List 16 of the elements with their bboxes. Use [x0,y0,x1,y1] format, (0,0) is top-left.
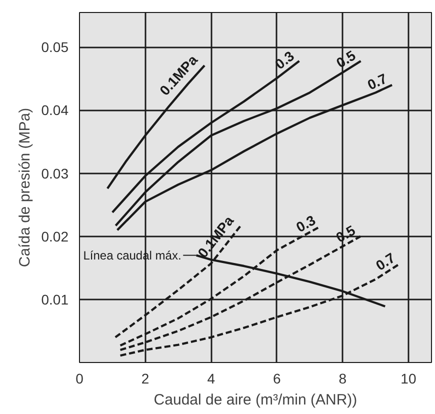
x-tick-label: 2 [141,370,150,386]
y-tick-label: 0.05 [41,39,69,56]
y-axis-title: Caída de presión (MPa) [16,108,34,268]
x-tick-label: 6 [272,370,281,386]
text: 0.3 [293,212,318,236]
x-tick-label: 0 [76,370,84,386]
x-tick-label: 10 [400,370,416,386]
y-tick-label: 0.01 [41,291,69,308]
y-tick-label: 0.04 [41,102,69,118]
x-axis-title: Caudal de aire (m³/min (ANR)) [154,392,358,408]
text: 0.7 [372,249,398,274]
x-tick-label: 8 [338,370,347,386]
y-tick-label: 0.02 [41,228,69,244]
text: 0.7 [364,70,390,93]
x-tick-label: 4 [207,370,216,386]
y-tick-label: 0.03 [41,165,69,182]
